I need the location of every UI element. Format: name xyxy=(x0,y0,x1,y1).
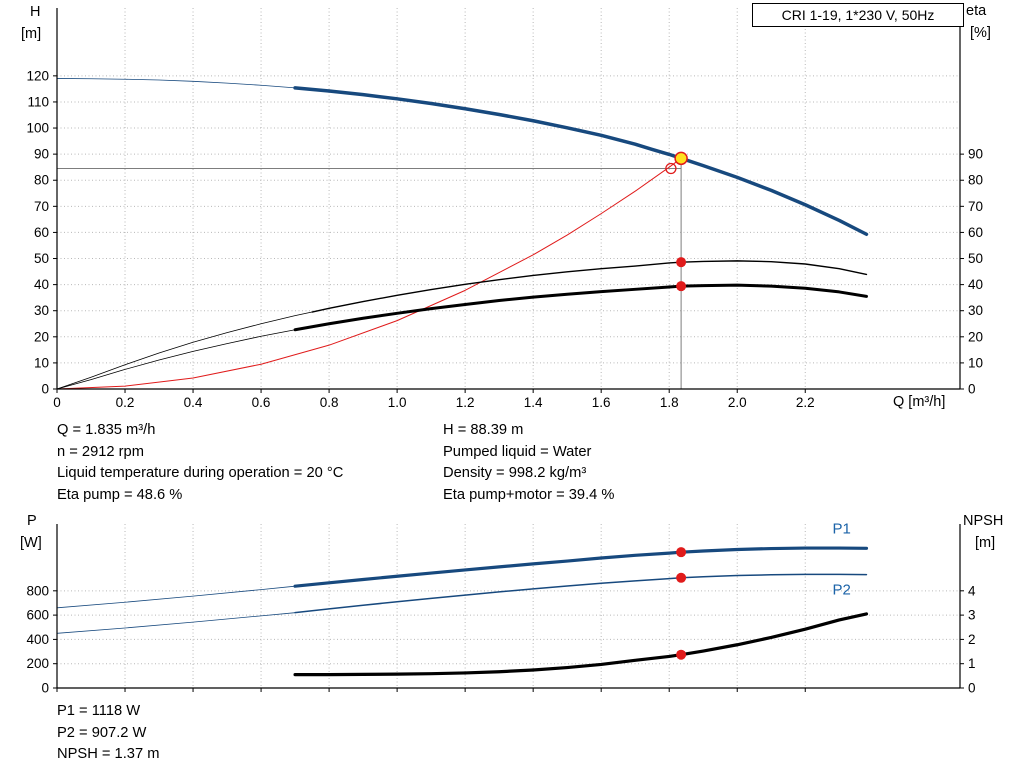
svg-text:1.2: 1.2 xyxy=(456,395,475,410)
npsh-axis-title: NPSH xyxy=(963,513,1004,529)
svg-text:400: 400 xyxy=(26,632,49,647)
svg-text:20: 20 xyxy=(34,329,49,344)
info-density: Density = 998.2 kg/m³ xyxy=(443,465,587,482)
info-p1: P1 = 1118 W xyxy=(57,703,141,719)
svg-text:1: 1 xyxy=(968,656,976,671)
info-temp: Liquid temperature during operation = 20… xyxy=(57,465,344,482)
svg-text:2.2: 2.2 xyxy=(796,395,815,410)
svg-text:80: 80 xyxy=(968,173,983,188)
svg-text:0.6: 0.6 xyxy=(252,395,271,410)
duty-info-right: H = 88.39 m Pumped liquid = Water Densit… xyxy=(443,420,614,506)
svg-text:0.8: 0.8 xyxy=(320,395,339,410)
info-q: Q = 1.835 m³/h xyxy=(57,422,156,438)
power-info: P1 = 1118 W P2 = 907.2 W NPSH = 1.37 m xyxy=(57,701,159,766)
p-axis-title: P xyxy=(27,513,37,529)
info-n: n = 2912 rpm xyxy=(57,443,144,460)
svg-text:60: 60 xyxy=(968,225,983,240)
svg-text:800: 800 xyxy=(26,583,49,598)
h-axis-title: H xyxy=(30,4,41,20)
info-h: H = 88.39 m xyxy=(443,422,524,438)
svg-text:20: 20 xyxy=(968,329,983,344)
svg-text:0: 0 xyxy=(41,681,49,696)
svg-text:110: 110 xyxy=(27,94,49,109)
hq-eta-chart-svg: 0 10 20 30 40 50 60 70 80 90 100 110 120 0 10 20 30 40 50 6… xyxy=(26,8,983,410)
svg-text:600: 600 xyxy=(26,608,49,623)
info-eta-pump: Eta pump = 48.6 % xyxy=(57,486,183,503)
svg-text:120: 120 xyxy=(26,68,49,83)
svg-text:0.4: 0.4 xyxy=(184,395,203,410)
svg-text:2.0: 2.0 xyxy=(728,395,747,410)
svg-text:0: 0 xyxy=(41,382,49,397)
svg-text:30: 30 xyxy=(968,303,983,318)
svg-text:90: 90 xyxy=(968,147,983,162)
power-npsh-chart-svg: 0 200 400 600 800 0 1 2 3 4 P1 P2 xyxy=(26,521,976,696)
info-eta-pump-motor: Eta pump+motor = 39.4 % xyxy=(443,486,615,503)
duty-info-left: Q = 1.835 m³/h n = 2912 rpm Liquid tempe… xyxy=(57,420,343,506)
q-axis-label: Q [m³/h] xyxy=(893,394,946,410)
svg-text:10: 10 xyxy=(34,355,49,370)
svg-text:0: 0 xyxy=(53,395,61,410)
svg-text:90: 90 xyxy=(34,147,49,162)
svg-text:P2: P2 xyxy=(832,581,850,598)
svg-text:100: 100 xyxy=(26,121,49,136)
svg-text:3: 3 xyxy=(968,608,976,623)
p-axis-unit: [W] xyxy=(20,535,42,551)
svg-text:30: 30 xyxy=(34,303,49,318)
eta-axis-title: eta xyxy=(966,3,987,19)
svg-text:40: 40 xyxy=(34,277,49,292)
svg-text:0.2: 0.2 xyxy=(116,395,135,410)
svg-text:1.0: 1.0 xyxy=(388,395,407,410)
svg-text:1.4: 1.4 xyxy=(524,395,543,410)
npsh-axis-unit: [m] xyxy=(975,535,996,551)
svg-text:2: 2 xyxy=(968,632,976,647)
h-axis-unit: [m] xyxy=(21,26,42,42)
svg-text:4: 4 xyxy=(968,583,976,598)
svg-text:50: 50 xyxy=(968,251,983,266)
svg-text:P1: P1 xyxy=(832,521,850,538)
svg-text:0: 0 xyxy=(968,382,976,397)
info-npsh: NPSH = 1.37 m xyxy=(57,746,160,763)
svg-text:70: 70 xyxy=(34,199,49,214)
info-p2: P2 = 907.2 W xyxy=(57,724,147,741)
info-liquid: Pumped liquid = Water xyxy=(443,443,592,460)
svg-text:40: 40 xyxy=(968,277,983,292)
svg-text:10: 10 xyxy=(968,355,983,370)
svg-text:80: 80 xyxy=(34,173,49,188)
svg-text:1.8: 1.8 xyxy=(660,395,679,410)
svg-text:70: 70 xyxy=(968,199,983,214)
svg-text:50: 50 xyxy=(34,251,49,266)
svg-text:60: 60 xyxy=(34,225,49,240)
svg-text:0: 0 xyxy=(968,681,976,696)
pump-title-box: CRI 1-19, 1*230 V, 50Hz xyxy=(752,3,964,27)
svg-text:1.6: 1.6 xyxy=(592,395,611,410)
eta-axis-unit: [%] xyxy=(970,25,991,41)
svg-text:200: 200 xyxy=(26,656,49,671)
